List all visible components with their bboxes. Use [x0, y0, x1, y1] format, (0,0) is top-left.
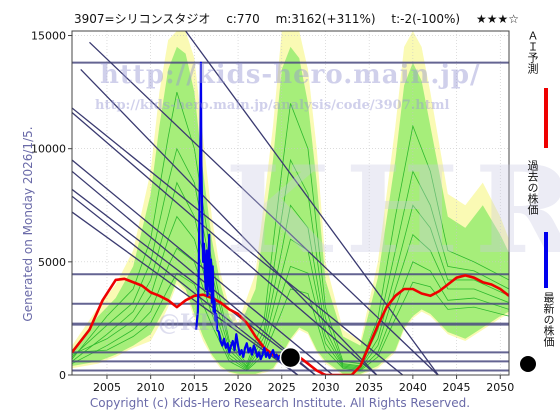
- legend-item-past: 過去の株価: [515, 160, 555, 290]
- x-tick-label: 2025: [268, 381, 296, 394]
- projection-line-0: [72, 91, 509, 365]
- trend-line-3: [72, 170, 317, 375]
- generated-label: Generated on Monday 2026/1/5.: [21, 126, 35, 322]
- x-tick-label: 2040: [399, 381, 427, 394]
- legend-swatch-ai: [544, 88, 548, 148]
- watermark-sub-url: http://kids-hero.main.jp/analysis/code/3…: [95, 98, 450, 113]
- x-tick-label: 2030: [311, 381, 339, 394]
- watermark-big: KHRI: [225, 140, 560, 281]
- legend-swatch-latest: [520, 356, 536, 372]
- legend: ＡＩ予測 過去の株価 最新の株価: [515, 30, 555, 380]
- current-price: c:770: [226, 12, 260, 26]
- x-tick-label: 2050: [486, 381, 514, 394]
- x-tick-label: 2035: [355, 381, 383, 394]
- projection-line-5: [72, 272, 509, 371]
- trend-line-0: [72, 107, 404, 375]
- legend-swatch-past: [544, 232, 548, 288]
- past-price-line: [195, 61, 291, 361]
- trend-value: t:-2(-100%): [391, 12, 461, 26]
- trend-line-7: [80, 69, 378, 375]
- x-tick-label: 2045: [443, 381, 471, 394]
- x-tick-label: 2005: [93, 381, 121, 394]
- stock-code-name: 3907=シリコンスタジオ: [74, 12, 211, 26]
- x-tick-label: 2010: [137, 381, 165, 394]
- plot-frame: [71, 30, 510, 376]
- trend-line-6: [72, 211, 299, 375]
- legend-item-ai: ＡＩ予測: [515, 30, 555, 150]
- x-tick-label: 2015: [180, 381, 208, 394]
- legend-item-latest: 最新の株価: [515, 292, 555, 380]
- generated-label-wrap: Generated on Monday 2026/1/5.: [20, 104, 36, 344]
- latest-price-marker: [279, 346, 302, 369]
- trend-line-2: [72, 159, 334, 375]
- y-tick-label: 15000: [31, 30, 66, 43]
- legend-label-past: 過去の株価: [526, 160, 539, 215]
- y-tick-label: 5000: [38, 256, 66, 269]
- watermark-small: @KHRI: [158, 310, 249, 336]
- x-tick-label: 2020: [224, 381, 252, 394]
- legend-label-latest: 最新の株価: [542, 292, 555, 347]
- legend-label-ai: ＡＩ予測: [526, 30, 539, 74]
- projection-line-2: [72, 181, 509, 368]
- copyright-footer: Copyright (c) Kids-Hero Research Institu…: [89, 396, 471, 410]
- trend-line-9: [185, 31, 440, 375]
- chart-header: 3907=シリコンスタジオ c:770 m:3162(+311%) t:-2(-…: [74, 10, 531, 27]
- y-tick-label: 10000: [31, 143, 66, 156]
- max-price: m:3162(+311%): [275, 12, 376, 26]
- trend-line-4: [72, 188, 317, 375]
- rating-stars: ★★★☆: [475, 12, 519, 26]
- trend-line-1: [72, 111, 378, 375]
- y-tick-label: 0: [59, 369, 66, 382]
- projection-line-1: [72, 147, 509, 367]
- watermark-url: http://kids-hero.main.jp/: [100, 60, 481, 90]
